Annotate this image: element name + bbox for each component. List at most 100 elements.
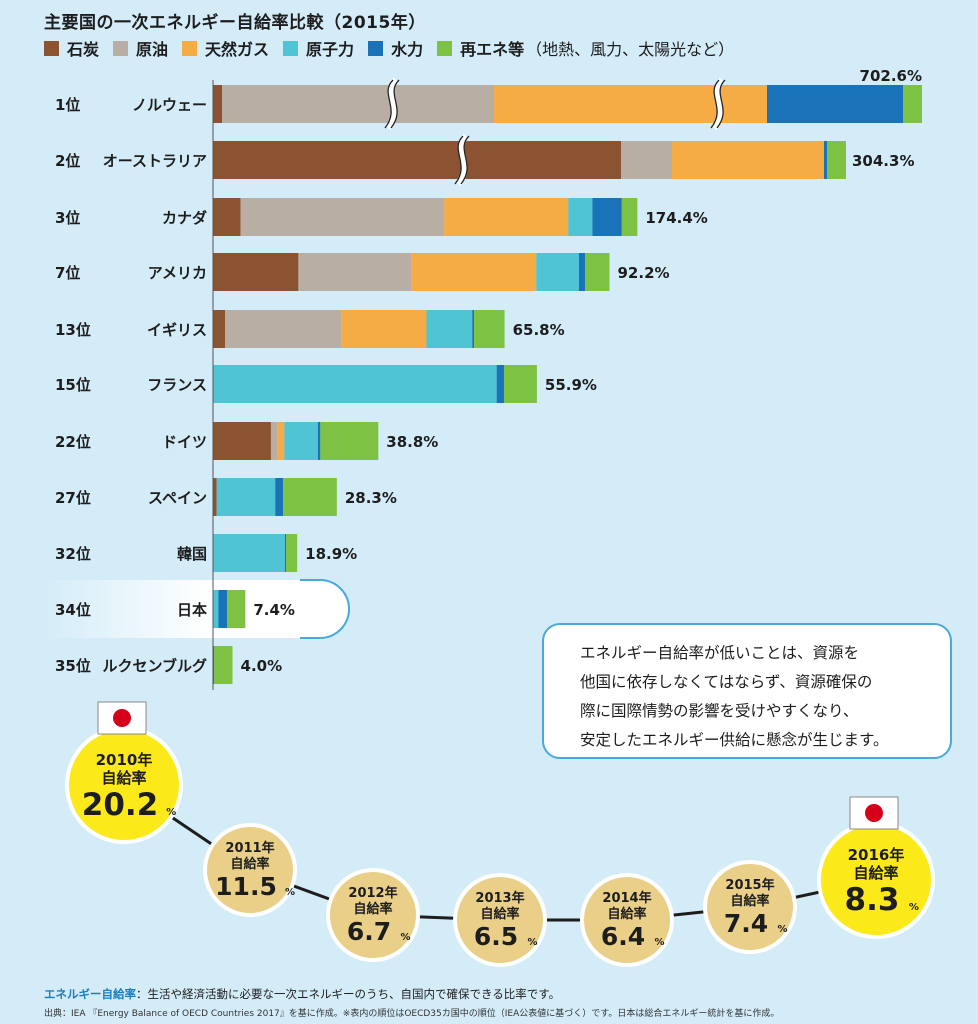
- rank-label: 22位: [55, 433, 91, 451]
- timeline-year: 2011年: [225, 840, 274, 856]
- bar-segment-hydro: [275, 478, 284, 516]
- timeline-unit: %: [285, 887, 295, 898]
- bar-segment-hydro: [317, 422, 321, 460]
- timeline-label: 自給率: [730, 893, 769, 909]
- country-label: アメリカ: [148, 264, 207, 282]
- timeline-year: 2013年: [475, 890, 524, 906]
- bar-segment-oil: [222, 85, 494, 123]
- bar-segment-hydro: [579, 253, 586, 291]
- bar-total-label: 92.2%: [618, 264, 670, 282]
- timeline-unit: %: [909, 902, 919, 913]
- timeline-unit: %: [166, 807, 176, 818]
- bar-total-label: 18.9%: [305, 545, 357, 563]
- bar-segment-gas: [444, 198, 569, 236]
- bar-segment-nuclear: [213, 590, 219, 628]
- bar-segment-nuclear: [284, 422, 318, 460]
- bar-segment-renewable: [503, 365, 537, 403]
- timeline-label: 自給率: [853, 864, 898, 882]
- timeline-circle: [580, 873, 674, 967]
- bar-total-label: 55.9%: [545, 376, 597, 394]
- bar-segment-coal: [213, 141, 621, 179]
- bar-segment-oil: [298, 253, 412, 291]
- bar-segment-hydro: [496, 365, 504, 403]
- bar-segment-renewable: [214, 646, 233, 684]
- bar-segment-hydro: [218, 590, 228, 628]
- bar-segment-renewable: [320, 422, 379, 460]
- bar-segment-nuclear: [213, 365, 497, 403]
- axis-break-line: [384, 79, 394, 129]
- bar-total-label: 304.3%: [852, 152, 914, 170]
- timeline-label: 自給率: [480, 906, 519, 922]
- callout-line: 安定したエネルギー供給に懸念が生じます。: [580, 731, 889, 749]
- timeline-circle: [326, 868, 420, 962]
- bar-segment-hydro: [284, 534, 287, 572]
- rank-label: 32位: [55, 545, 91, 563]
- bar-segment-hydro: [824, 141, 827, 179]
- timeline-unit: %: [528, 937, 538, 948]
- japan-flag-disc: [865, 804, 883, 822]
- definition-term: エネルギー自給率: [44, 987, 136, 1001]
- legend-swatch-hydro: [368, 40, 384, 56]
- bar-total-label: 28.3%: [345, 489, 397, 507]
- legend-label-renewable: 再エネ等: [460, 40, 525, 59]
- country-label: イギリス: [147, 321, 207, 339]
- legend-label-oil: 原油: [136, 40, 169, 59]
- callout-line: 他国に依存しなくてはならず、資源確保の: [580, 673, 873, 691]
- rank-label: 3位: [55, 209, 80, 227]
- country-label: スペイン: [148, 489, 207, 507]
- bar-total-label: 38.8%: [386, 433, 438, 451]
- timeline-value: 6.4: [601, 922, 645, 951]
- definition-note: エネルギー自給率：生活や経済活動に必要な一次エネルギーのうち、自国内で確保できる…: [44, 986, 560, 1002]
- country-label: 韓国: [177, 545, 207, 563]
- axis-break-line: [710, 79, 720, 129]
- legend-label-coal: 石炭: [67, 40, 100, 59]
- rank-label: 35位: [55, 657, 91, 675]
- bar-segment-hydro: [592, 198, 622, 236]
- chart-title: 主要国の一次エネルギー自給率比較（2015年）: [44, 13, 426, 33]
- bar-segment-gas: [341, 310, 427, 348]
- bar-segment-nuclear: [426, 310, 473, 348]
- timeline-circle: [203, 823, 297, 917]
- bar-segment-renewable: [474, 310, 505, 348]
- timeline-value: 20.2: [82, 787, 159, 823]
- bar-segment-renewable: [903, 85, 922, 123]
- bar-segment-renewable: [621, 198, 638, 236]
- rank-label: 13位: [55, 321, 91, 339]
- rank-label: 7位: [55, 264, 80, 282]
- callout-line: エネルギー自給率が低いことは、資源を: [580, 644, 860, 662]
- country-label: オーストラリア: [103, 152, 207, 170]
- timeline-unit: %: [778, 924, 788, 935]
- axis-break-line: [460, 135, 470, 185]
- timeline-value: 11.5: [215, 872, 277, 901]
- timeline-value: 6.5: [474, 922, 518, 951]
- japan-flag-disc: [113, 709, 131, 727]
- bar-segment-coal: [213, 198, 241, 236]
- legend-label-gas: 天然ガス: [205, 40, 270, 59]
- bar-segment-coal: [213, 253, 299, 291]
- bar-segment-nuclear: [216, 478, 276, 516]
- bar-segment-nuclear: [213, 534, 285, 572]
- bar-total-label: 702.6%: [860, 67, 922, 85]
- japan-highlight-band: [40, 580, 349, 638]
- bar-segment-oil: [240, 198, 445, 236]
- timeline-unit: %: [401, 932, 411, 943]
- bar-segment-renewable: [286, 534, 298, 572]
- legend-note: （地熱、風力、太陽光など）: [526, 40, 735, 59]
- legend-item-oil: 原油: [113, 36, 168, 60]
- callout-box: エネルギー自給率が低いことは、資源を 他国に依存しなくてはならず、資源確保の 際…: [542, 623, 952, 759]
- legend-item-gas: 天然ガス: [182, 36, 269, 60]
- legend-swatch-renewable: [437, 40, 453, 56]
- timeline-circle: [703, 860, 797, 954]
- legend: 石炭 原油 天然ガス 原子力 水力 再エネ等 （地熱、風力、太陽光など）: [44, 36, 748, 60]
- legend-item-coal: 石炭: [44, 36, 99, 60]
- bar-segment-coal: [213, 478, 217, 516]
- timeline-year: 2012年: [348, 885, 397, 901]
